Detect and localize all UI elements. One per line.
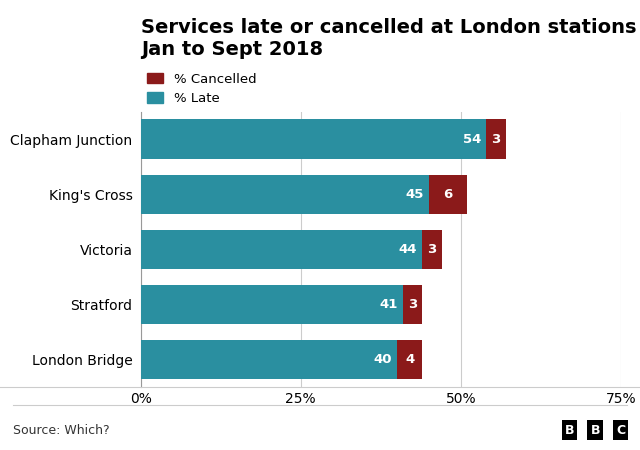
Text: B: B	[591, 423, 600, 436]
Text: C: C	[616, 423, 625, 436]
Text: 54: 54	[463, 133, 481, 146]
Text: 40: 40	[373, 353, 392, 366]
Bar	[486, 120, 506, 159]
Text: Services late or cancelled at London stations
Jan to Sept 2018: Services late or cancelled at London sta…	[141, 18, 636, 59]
Bar	[141, 284, 403, 324]
Bar	[429, 175, 467, 214]
Legend: % Cancelled, % Late: % Cancelled, % Late	[147, 72, 257, 105]
Bar	[141, 230, 422, 269]
Bar	[422, 230, 442, 269]
Text: 6: 6	[444, 188, 452, 201]
Text: 3: 3	[408, 298, 417, 311]
Text: Source: Which?: Source: Which?	[13, 423, 109, 436]
Bar	[403, 284, 422, 324]
Bar	[141, 120, 486, 159]
Text: 3: 3	[428, 243, 436, 256]
Text: 3: 3	[492, 133, 500, 146]
Bar	[397, 340, 422, 379]
Text: 45: 45	[405, 188, 424, 201]
Text: B: B	[565, 423, 574, 436]
Text: 44: 44	[399, 243, 417, 256]
Text: 4: 4	[405, 353, 414, 366]
Text: 41: 41	[380, 298, 398, 311]
Bar	[141, 175, 429, 214]
Bar	[141, 340, 397, 379]
